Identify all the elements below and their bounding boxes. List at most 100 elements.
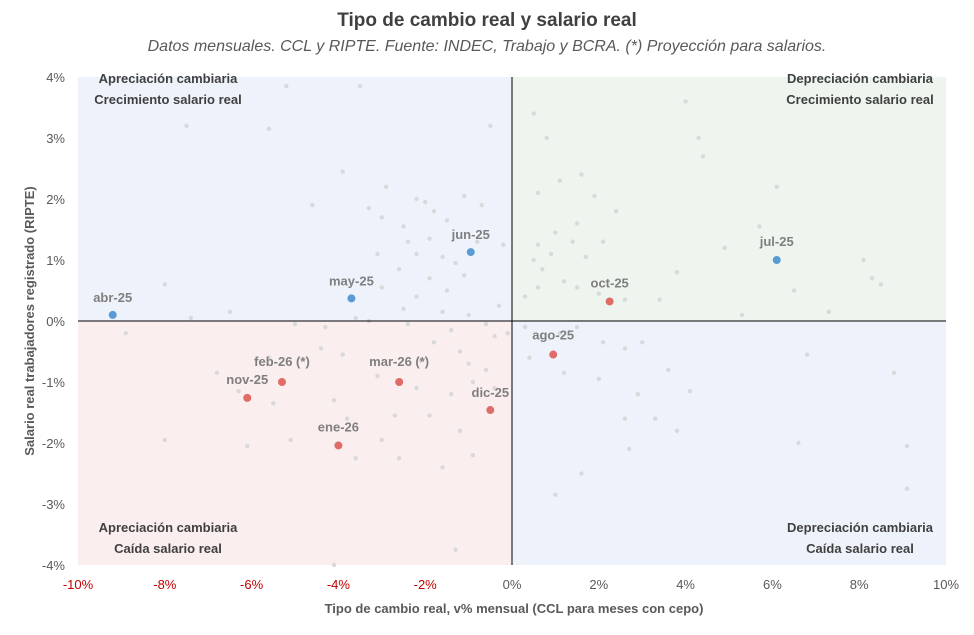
highlight-point-oct-25[interactable] xyxy=(605,297,614,306)
history-point xyxy=(544,135,549,141)
quadrant-bottom-right-label-line1: Depreciación cambiaria xyxy=(787,520,934,535)
highlight-point-label: feb-26 (*) xyxy=(254,354,310,369)
history-point xyxy=(531,257,536,263)
highlight-point-jun-25[interactable] xyxy=(466,248,475,257)
history-point xyxy=(483,321,489,327)
history-point xyxy=(470,379,476,385)
history-point xyxy=(870,276,875,281)
x-tick-label: -2% xyxy=(414,577,438,592)
quadrant-top-left-label-line1: Apreciación cambiaria xyxy=(99,71,238,86)
history-point xyxy=(401,224,406,229)
history-point xyxy=(683,99,688,104)
y-tick-label: 3% xyxy=(46,131,65,146)
history-point xyxy=(696,135,701,141)
history-point xyxy=(457,428,463,433)
highlight-point-mar-26[interactable] xyxy=(395,378,404,386)
history-point xyxy=(522,294,528,299)
highlight-point-label: dic-25 xyxy=(472,385,510,400)
history-point xyxy=(462,273,467,278)
history-point xyxy=(418,358,424,363)
quadrant-top-left-bg xyxy=(78,77,512,321)
history-point xyxy=(431,340,437,345)
history-point xyxy=(331,398,337,403)
history-point xyxy=(700,154,706,159)
history-point xyxy=(440,309,445,315)
y-tick-label: 2% xyxy=(46,192,65,207)
highlight-point-label: jun-25 xyxy=(451,227,490,242)
history-point xyxy=(392,413,398,418)
highlight-point-ene-26[interactable] xyxy=(334,441,343,450)
history-point xyxy=(383,184,389,189)
history-point xyxy=(466,312,471,318)
highlight-point-label: nov-25 xyxy=(226,372,268,387)
history-point xyxy=(457,349,463,354)
history-point xyxy=(353,456,358,461)
history-point xyxy=(236,388,241,394)
history-point xyxy=(657,297,662,302)
history-point xyxy=(535,190,541,196)
quadrant-bottom-right-label-line2: Caída salario real xyxy=(806,541,914,556)
chart-title: Tipo de cambio real y salario real xyxy=(337,10,637,31)
history-point xyxy=(878,282,884,287)
history-point xyxy=(553,230,558,235)
history-point xyxy=(340,352,345,357)
history-point xyxy=(596,291,601,296)
history-point xyxy=(826,309,832,315)
highlight-point-may-25[interactable] xyxy=(347,294,356,303)
history-point xyxy=(904,443,910,449)
history-point xyxy=(323,324,328,330)
history-point xyxy=(427,236,432,241)
history-point xyxy=(449,392,454,397)
quadrant-bottom-left-label-line2: Caída salario real xyxy=(114,541,222,556)
history-point xyxy=(757,224,762,229)
x-tick-label: 8% xyxy=(850,577,869,592)
history-point xyxy=(479,202,484,208)
history-point xyxy=(427,413,432,418)
history-point xyxy=(774,184,779,189)
history-point xyxy=(375,373,380,379)
history-point xyxy=(414,385,419,391)
x-tick-label: -8% xyxy=(153,577,177,592)
history-point xyxy=(640,340,645,345)
highlight-point-label: may-25 xyxy=(329,273,374,288)
history-point xyxy=(466,361,471,366)
history-point xyxy=(557,178,562,183)
x-tick-label: 4% xyxy=(676,577,695,592)
history-point xyxy=(318,346,324,351)
history-point xyxy=(375,251,380,257)
history-point xyxy=(271,401,276,406)
history-point xyxy=(739,312,745,318)
history-point xyxy=(396,456,402,461)
y-tick-label: 4% xyxy=(46,70,65,85)
history-point xyxy=(379,285,384,290)
history-point xyxy=(492,334,497,339)
quadrant-top-right-label-line1: Depreciación cambiaria xyxy=(787,71,934,86)
y-tick-label: -3% xyxy=(42,497,66,512)
history-point xyxy=(440,254,445,260)
history-point xyxy=(622,416,628,421)
history-point xyxy=(292,321,298,327)
history-point xyxy=(162,437,167,443)
history-point xyxy=(444,288,450,293)
highlight-point-abr-25[interactable] xyxy=(108,310,117,319)
highlight-point-ago-25[interactable] xyxy=(549,350,558,359)
highlight-point-dic-25[interactable] xyxy=(486,406,495,415)
highlight-point-jul-25[interactable] xyxy=(772,256,781,264)
highlight-point-feb-26[interactable] xyxy=(277,378,286,386)
history-point xyxy=(414,251,419,257)
highlight-point-label: oct-25 xyxy=(591,275,629,290)
history-point xyxy=(288,437,293,443)
history-point xyxy=(366,205,371,211)
x-tick-label: 6% xyxy=(763,577,782,592)
history-point xyxy=(592,193,597,199)
history-point xyxy=(440,465,445,470)
history-point xyxy=(531,111,536,116)
history-point xyxy=(891,370,897,376)
highlight-point-label: ago-25 xyxy=(532,328,574,343)
history-point xyxy=(722,245,727,250)
history-point xyxy=(488,123,493,128)
history-point xyxy=(405,321,411,327)
highlight-point-nov-25[interactable] xyxy=(243,393,252,402)
history-point xyxy=(470,453,476,458)
x-tick-label: 10% xyxy=(933,577,959,592)
